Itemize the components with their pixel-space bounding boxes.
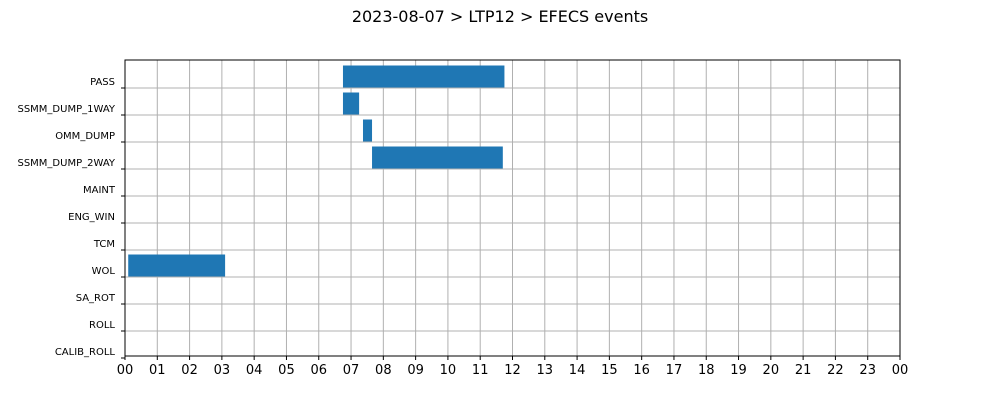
x-tick-label: 14 [569,363,586,378]
x-tick-label: 19 [730,363,747,378]
y-tick-label: CALIB_ROLL [55,347,116,358]
event-bar [128,254,226,277]
x-tick-label: 22 [827,363,844,378]
x-tick-label: 18 [698,363,715,378]
x-tick-label: 15 [601,363,618,378]
event-bar [362,119,373,142]
x-tick-label: 10 [440,363,457,378]
x-tick-label: 00 [892,363,909,378]
y-tick-label: ENG_WIN [68,212,115,223]
event-bar [342,65,505,88]
y-tick-label: WOL [92,266,116,277]
x-tick-label: 07 [343,363,360,378]
x-tick-label: 05 [278,363,295,378]
x-tick-label: 08 [375,363,392,378]
x-tick-label: 04 [246,363,263,378]
x-tick-label: 20 [763,363,780,378]
x-tick-label: 13 [537,363,554,378]
chart-title: 2023-08-07 > LTP12 > EFECS events [352,7,648,26]
x-tick-label: 21 [795,363,812,378]
y-tick-label: TCM [93,239,115,250]
axis-layer: 00 01 02 03 04 05 06 07 08 09 10 11 12 13 14 15 16 17 18 19… [17,59,909,378]
x-tick-label: 16 [633,363,650,378]
x-tick-label: 23 [859,363,876,378]
x-tick-label: 09 [407,363,424,378]
y-tick-label: MAINT [83,185,116,196]
y-tick-label: PASS [90,77,115,88]
x-tick-label: 06 [310,363,327,378]
x-tick-label: 11 [472,363,489,378]
y-tick-label: SA_ROT [76,293,116,304]
x-tick-label: 00 [117,363,134,378]
grid-layer [124,60,901,356]
y-tick-label: SSMM_DUMP_2WAY [17,158,115,169]
x-tick-label: 17 [666,363,683,378]
event-bar [342,92,360,115]
x-tick-label: 03 [214,363,231,378]
y-tick-label: SSMM_DUMP_1WAY [17,104,115,115]
y-tick-label: OMM_DUMP [55,131,115,142]
x-tick-label: 01 [149,363,166,378]
plot-frame [124,59,901,357]
x-tick-label: 02 [181,363,198,378]
x-tick-label: 12 [504,363,521,378]
event-bar [372,146,503,169]
bar-layer [128,65,505,277]
y-tick-label: ROLL [89,320,115,331]
